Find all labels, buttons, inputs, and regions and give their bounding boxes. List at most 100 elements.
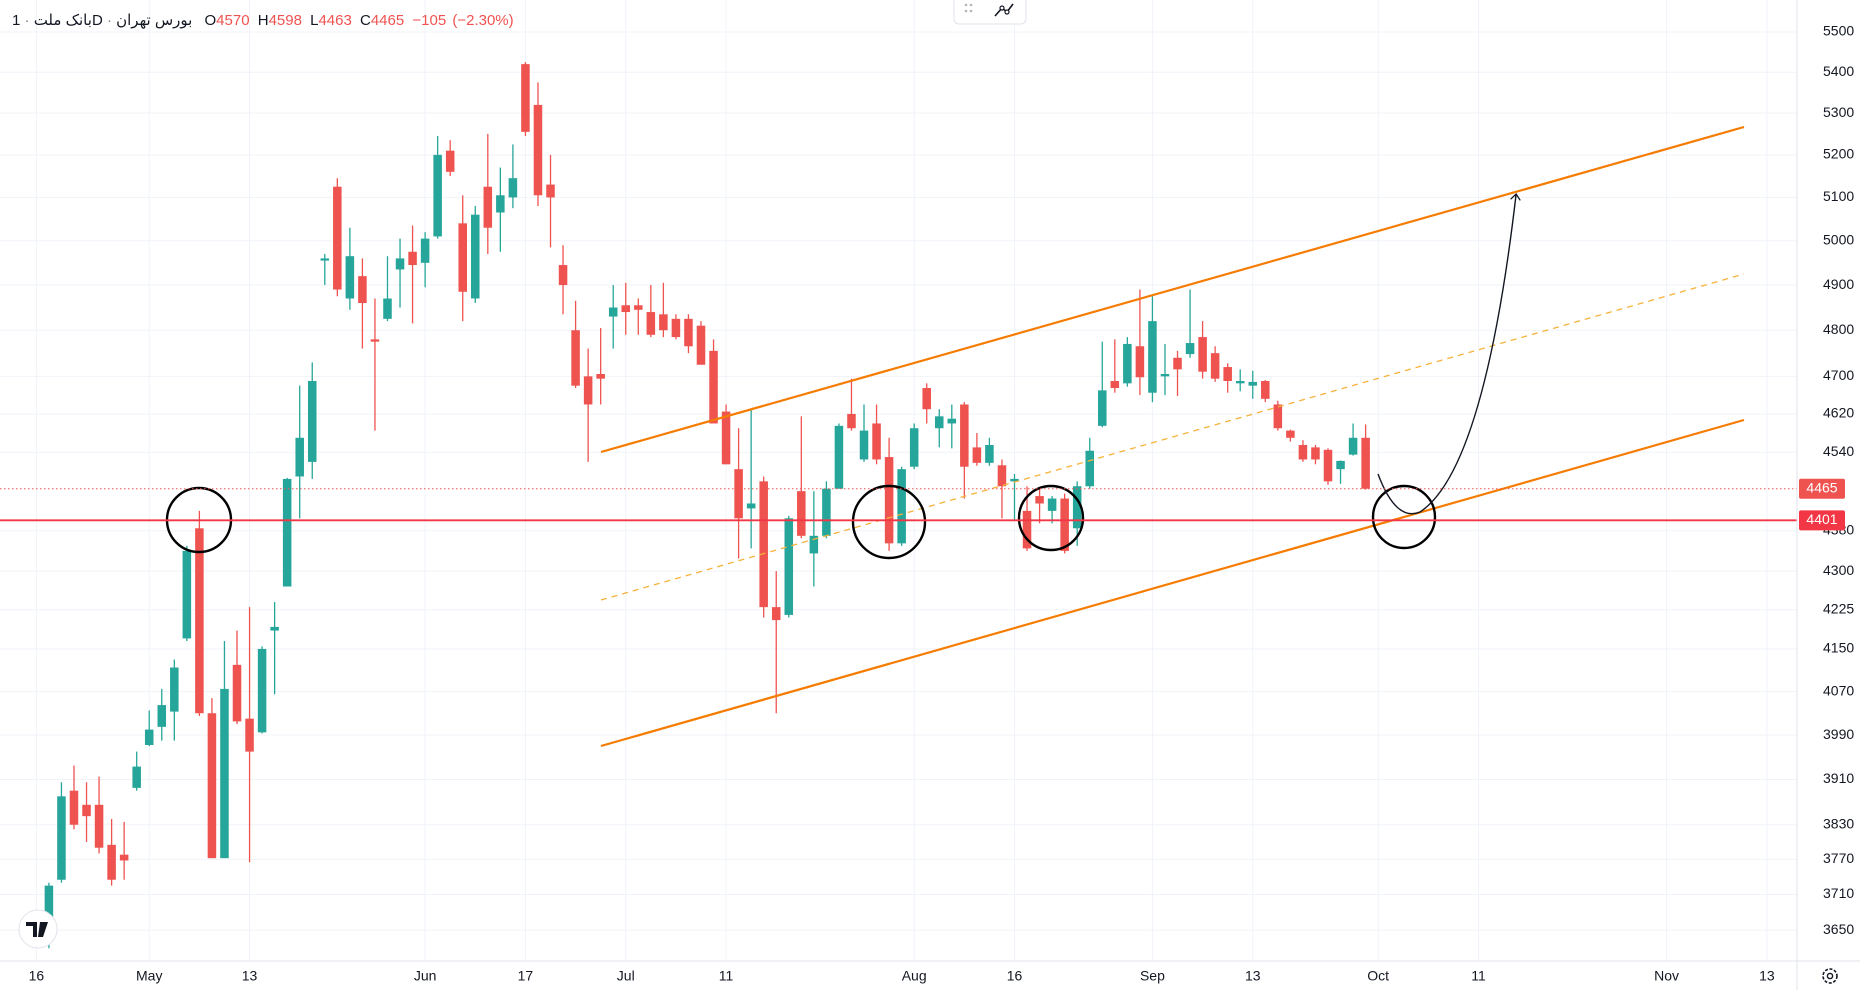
ohlc-close: 4465	[371, 12, 404, 29]
channel-mid	[600, 273, 1745, 601]
candle-body	[1173, 357, 1182, 370]
candle-body	[909, 428, 919, 467]
x-tick-label: May	[136, 968, 162, 984]
y-tick-label: 5500	[1823, 23, 1854, 39]
candle-body	[383, 298, 392, 319]
candle-body	[571, 330, 580, 386]
candle-body	[82, 804, 91, 817]
trend-tool-icon[interactable]	[994, 3, 1014, 17]
candle-body	[358, 276, 367, 304]
settings-button[interactable]	[1822, 968, 1838, 984]
candle-body	[195, 528, 204, 714]
candle-body	[232, 664, 242, 722]
candle-body	[320, 258, 330, 261]
circle-marker	[1371, 484, 1437, 550]
candle-body	[1060, 498, 1069, 551]
candle-body	[182, 550, 192, 639]
candle-body	[1223, 367, 1232, 382]
toolbar-box	[953, 0, 1027, 25]
candle-body	[822, 488, 831, 536]
candle-body	[709, 350, 718, 424]
candle-body	[1198, 337, 1207, 372]
change: −105	[412, 12, 446, 29]
candle-body	[558, 265, 568, 286]
y-tick-label: 4225	[1823, 600, 1854, 616]
level-label: 4401	[1806, 511, 1837, 527]
x-tick-label: Nov	[1654, 968, 1679, 984]
grid	[0, 0, 1797, 961]
candle-body	[333, 186, 342, 290]
last-price-box	[1799, 478, 1845, 499]
candle-body	[345, 256, 355, 299]
candle-body	[1323, 449, 1333, 482]
candle-body	[621, 305, 631, 313]
candle-body	[1085, 450, 1095, 487]
x-tick-label: Sep	[1140, 968, 1165, 984]
candle-body	[370, 339, 380, 342]
y-tick-label: 4150	[1823, 640, 1854, 656]
candle-body	[859, 430, 869, 460]
candle-body	[1110, 381, 1120, 389]
y-tick-label: 5300	[1823, 104, 1854, 120]
candle-body	[634, 305, 643, 310]
candle-body	[395, 258, 405, 270]
candle-body	[596, 374, 605, 379]
candle-body	[884, 457, 894, 544]
candle-body	[132, 766, 141, 788]
candle-body	[257, 648, 267, 733]
candle-body	[533, 104, 543, 196]
logo-mark	[26, 922, 48, 937]
candle-body	[834, 425, 844, 489]
separator: ·	[107, 12, 112, 29]
candle-body	[496, 195, 505, 213]
candle-body	[646, 312, 656, 335]
candle-body	[245, 718, 254, 752]
channel-upper	[600, 125, 1745, 454]
x-tick-label: Jun	[414, 968, 437, 984]
candle-body	[1348, 437, 1358, 455]
exchange: بورس تهران	[116, 12, 192, 29]
y-tick-label: 5000	[1823, 232, 1854, 248]
price-labels: 4401 4465	[1799, 478, 1845, 531]
candle-body	[1010, 478, 1019, 482]
logo-badge	[18, 909, 58, 949]
y-tick-label: 5200	[1823, 146, 1854, 162]
candle-body	[44, 885, 54, 937]
ohlc-label: O	[205, 12, 217, 29]
candle-body	[119, 854, 129, 861]
y-tick-label: 3830	[1823, 815, 1854, 831]
candle-body	[1123, 343, 1132, 384]
candle-body	[1286, 430, 1295, 438]
candle-body	[1248, 381, 1258, 386]
x-tick-label: Aug	[902, 968, 927, 984]
candle-body	[746, 503, 756, 509]
candle-body	[922, 388, 931, 410]
y-tick-label: 4070	[1823, 682, 1854, 698]
candle-body	[872, 423, 881, 460]
channel-lower	[600, 418, 1745, 748]
x-tick-label: 11	[1471, 968, 1486, 984]
candle-body	[972, 447, 982, 463]
y-tick-label: 3990	[1823, 726, 1854, 742]
x-tick-label: 13	[1759, 968, 1775, 984]
candle-body	[997, 465, 1007, 487]
y-tick-label: 5400	[1823, 63, 1854, 79]
tv-logo[interactable]	[18, 909, 58, 949]
change-percent: (−2.30%)	[452, 12, 513, 29]
candle-body	[671, 318, 681, 338]
candle-body	[734, 469, 743, 519]
candle-body	[408, 251, 417, 266]
y-tick-label: 4800	[1823, 321, 1854, 337]
candle-body	[144, 729, 154, 745]
candle-body	[809, 535, 819, 554]
candle-body	[1035, 496, 1044, 504]
drawings	[165, 125, 1745, 748]
candle-body	[521, 64, 530, 132]
drawing-toolbar[interactable]	[953, 0, 1027, 25]
candle-body	[1235, 381, 1245, 384]
forecast-arrow	[1377, 195, 1516, 515]
drag-handle[interactable]	[964, 3, 973, 13]
axes: 5500 5400 5300 5200 5100 5000 4900 4800 4700 4620…	[29, 23, 1855, 984]
candles	[44, 62, 1370, 949]
candle-body	[1135, 346, 1145, 378]
